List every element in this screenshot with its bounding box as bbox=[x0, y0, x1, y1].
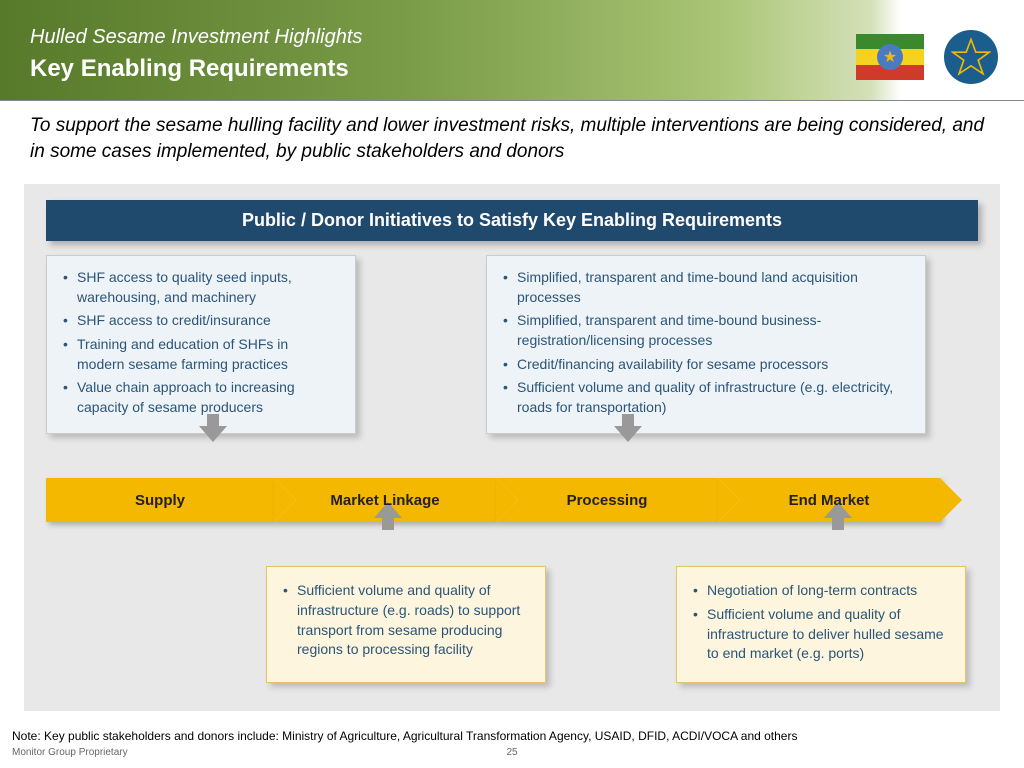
bottom-boxes-row: Sufficient volume and quality of infrast… bbox=[266, 566, 978, 682]
list-item: Negotiation of long-term contracts bbox=[693, 581, 949, 601]
top-boxes-row: SHF access to quality seed inputs, wareh… bbox=[46, 255, 978, 434]
supply-box: SHF access to quality seed inputs, wareh… bbox=[46, 255, 356, 434]
page-number: 25 bbox=[506, 747, 517, 758]
arrow-down-icon bbox=[199, 426, 227, 442]
footer-note: Note: Key public stakeholders and donors… bbox=[12, 729, 1012, 743]
ethiopia-emblem-icon bbox=[944, 30, 998, 84]
slide-footer: Note: Key public stakeholders and donors… bbox=[0, 729, 1024, 758]
list-item: Training and education of SHFs in modern… bbox=[63, 335, 339, 374]
chevron-processing: Processing bbox=[496, 478, 718, 522]
header-subtitle: Hulled Sesame Investment Highlights bbox=[30, 26, 994, 49]
processing-box: Simplified, transparent and time-bound l… bbox=[486, 255, 926, 434]
list-item: Simplified, transparent and time-bound b… bbox=[503, 311, 909, 350]
lead-text: To support the sesame hulling facility a… bbox=[0, 101, 1024, 176]
chevron-supply: Supply bbox=[46, 478, 274, 522]
main-panel: Public / Donor Initiatives to Satisfy Ke… bbox=[24, 184, 1000, 711]
arrow-down-icon bbox=[614, 426, 642, 442]
end-market-box: Negotiation of long-term contracts Suffi… bbox=[676, 566, 966, 682]
list-item: SHF access to credit/insurance bbox=[63, 311, 339, 331]
list-item: SHF access to quality seed inputs, wareh… bbox=[63, 268, 339, 307]
list-item: Sufficient volume and quality of infrast… bbox=[693, 605, 949, 664]
slide-header: Hulled Sesame Investment Highlights Key … bbox=[0, 0, 1024, 100]
list-item: Simplified, transparent and time-bound l… bbox=[503, 268, 909, 307]
list-item: Sufficient volume and quality of infrast… bbox=[283, 581, 529, 659]
list-item: Credit/financing availability for sesame… bbox=[503, 355, 909, 375]
list-item: Sufficient volume and quality of infrast… bbox=[503, 378, 909, 417]
market-linkage-box: Sufficient volume and quality of infrast… bbox=[266, 566, 546, 682]
panel-banner: Public / Donor Initiatives to Satisfy Ke… bbox=[46, 200, 978, 241]
ethiopia-flag-icon: ★ bbox=[856, 34, 924, 80]
list-item: Value chain approach to increasing capac… bbox=[63, 378, 339, 417]
header-title: Key Enabling Requirements bbox=[30, 55, 994, 83]
